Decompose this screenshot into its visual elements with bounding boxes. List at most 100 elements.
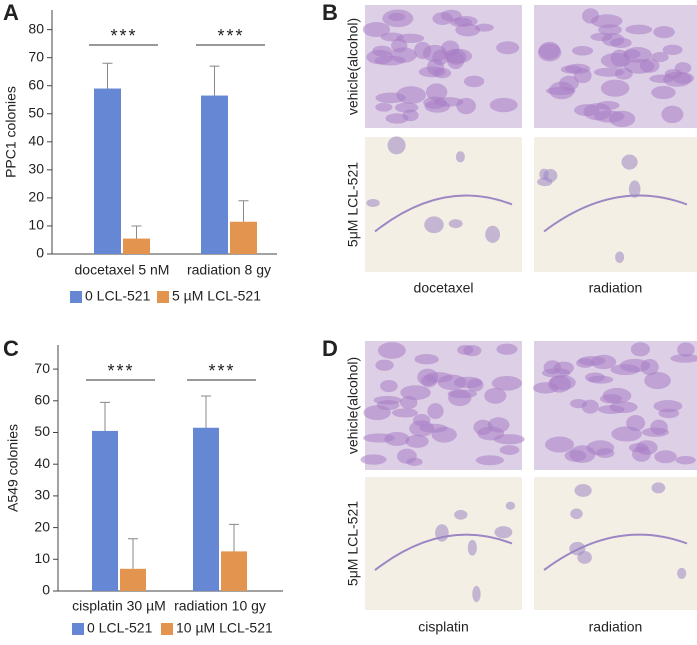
cell xyxy=(387,136,406,155)
cell xyxy=(651,52,669,63)
cell xyxy=(463,75,485,88)
cell xyxy=(610,37,632,49)
x-tick-label: radiation 8 gy xyxy=(187,262,271,278)
y-tick-label: 10 xyxy=(28,217,44,233)
cell xyxy=(644,371,671,390)
cell xyxy=(598,24,622,36)
x-tick-label: docetaxel 5 nM xyxy=(75,262,170,278)
bar xyxy=(230,221,257,254)
cell xyxy=(373,395,402,405)
cell xyxy=(609,401,638,414)
row-label: vehicle(alcohol) xyxy=(345,357,361,454)
row-label: 5μM LCL-521 xyxy=(345,162,361,247)
legend-swatch xyxy=(161,623,173,635)
bar xyxy=(94,88,121,254)
y-tick-label: 60 xyxy=(34,391,50,407)
cell xyxy=(375,92,406,104)
y-tick-label: 50 xyxy=(28,104,44,120)
legend-label: 0 LCL-521 xyxy=(85,288,151,304)
y-tick-label: 80 xyxy=(28,20,44,36)
cell-process xyxy=(543,194,688,233)
cell xyxy=(675,455,696,465)
cell xyxy=(549,375,576,391)
cell xyxy=(491,375,522,391)
cell xyxy=(641,427,670,437)
cell-process xyxy=(543,533,688,571)
cell xyxy=(625,24,653,35)
cell xyxy=(363,405,391,421)
cell-process xyxy=(374,533,513,571)
x-tick-label: radiation 10 gy xyxy=(174,598,266,614)
cell xyxy=(653,26,675,39)
legend-label: 5 µM LCL-521 xyxy=(172,288,261,304)
cell xyxy=(360,454,387,465)
cell xyxy=(375,359,394,371)
legend-swatch xyxy=(70,291,82,303)
cell xyxy=(621,154,638,170)
cell xyxy=(467,539,477,556)
cell xyxy=(548,81,575,100)
cell xyxy=(437,374,467,391)
bar xyxy=(221,551,247,591)
cell xyxy=(406,457,423,466)
cell xyxy=(375,102,393,112)
cell xyxy=(463,345,482,357)
legend-swatch xyxy=(72,623,84,635)
cell xyxy=(614,67,633,80)
micrograph xyxy=(534,477,697,610)
y-tick-label: 20 xyxy=(28,189,44,205)
error-bar xyxy=(131,225,142,239)
cell xyxy=(630,342,650,357)
cell xyxy=(595,448,615,458)
cell xyxy=(600,52,631,69)
y-tick-label: 50 xyxy=(34,423,50,439)
legend-swatch xyxy=(157,291,169,303)
panel-label: B xyxy=(322,0,338,25)
micrograph xyxy=(365,477,522,610)
cell xyxy=(574,483,592,497)
y-tick-label: 40 xyxy=(34,455,50,471)
y-axis-label: A549 colonies xyxy=(5,424,21,512)
cell xyxy=(405,434,429,448)
cell xyxy=(649,74,675,83)
cell xyxy=(380,380,398,393)
row-label: vehicle(alcohol) xyxy=(345,18,361,115)
cell xyxy=(628,180,641,198)
cell xyxy=(611,426,642,442)
cell xyxy=(485,225,501,243)
cell xyxy=(543,168,558,183)
cell xyxy=(565,63,591,74)
cell xyxy=(677,567,687,580)
column-label: cisplatin xyxy=(418,619,469,635)
bar xyxy=(201,95,228,255)
cell xyxy=(677,342,695,357)
cell xyxy=(538,41,561,60)
cell xyxy=(472,585,481,603)
cell xyxy=(496,41,520,55)
y-tick-label: 60 xyxy=(28,76,44,92)
y-tick-label: 70 xyxy=(34,360,50,376)
y-tick-label: 20 xyxy=(34,518,50,534)
cell xyxy=(572,45,594,56)
y-tick-label: 70 xyxy=(28,48,44,64)
cell xyxy=(672,72,695,84)
cell xyxy=(670,354,697,363)
cell xyxy=(654,450,677,464)
cell xyxy=(653,399,683,413)
cell xyxy=(662,44,683,56)
significance-label: *** xyxy=(110,26,137,46)
legend-label: 0 LCL-521 xyxy=(87,620,153,636)
row-label: 5μM LCL-521 xyxy=(345,501,361,586)
error-bar xyxy=(238,200,249,222)
cell xyxy=(448,219,463,229)
cell xyxy=(362,22,391,38)
cell xyxy=(388,12,406,22)
cell xyxy=(632,446,651,462)
cell xyxy=(454,509,468,520)
cell xyxy=(484,387,507,404)
cell xyxy=(651,482,666,494)
error-bar xyxy=(229,523,239,552)
bar xyxy=(92,430,118,591)
cell xyxy=(400,396,418,410)
